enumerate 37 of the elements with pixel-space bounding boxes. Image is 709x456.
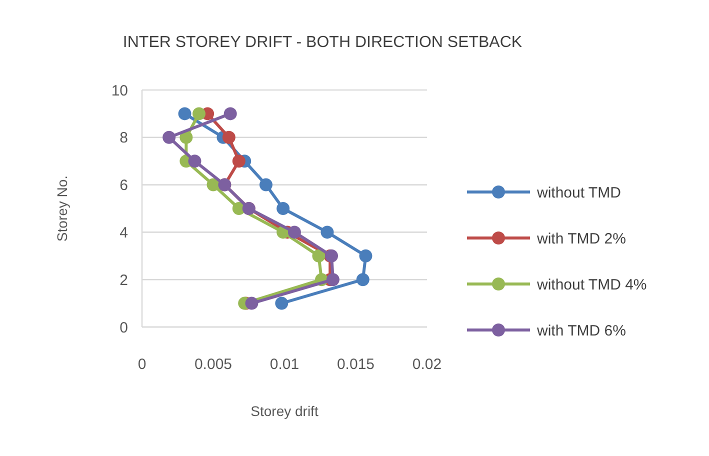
point: [288, 226, 301, 239]
legend-label: without TMD 4%: [536, 276, 647, 294]
point: [188, 154, 202, 168]
point: [312, 249, 326, 262]
legend-label: with TMD 6%: [536, 322, 626, 340]
point: [224, 107, 237, 120]
point: [320, 226, 334, 239]
point: [359, 249, 372, 262]
point: [356, 273, 370, 286]
legend-label: with TMD 2%: [536, 230, 626, 248]
point: [180, 130, 193, 144]
x-axis-title: Storey drift: [250, 403, 318, 419]
point: [178, 107, 192, 120]
x-tick-label: 0.005: [194, 356, 232, 373]
chart-title: INTER STOREY DRIFT - BOTH DIRECTION SETBACK: [122, 34, 522, 51]
x-tick-label: 0.02: [412, 356, 442, 373]
y-tick-label: 6: [120, 177, 128, 194]
x-tick-label: 0: [138, 356, 146, 373]
point: [326, 273, 340, 286]
y-tick-label: 2: [120, 272, 128, 289]
x-tick-label: 0.015: [336, 356, 375, 373]
y-tick-label: 8: [120, 130, 128, 147]
y-axis-title: Storey No.: [54, 175, 70, 242]
point: [222, 130, 236, 144]
point: [276, 202, 290, 215]
y-tick-label: 10: [111, 82, 128, 100]
y-tick-label: 0: [120, 319, 128, 336]
point: [275, 296, 288, 310]
x-tick-label: 0.01: [270, 356, 300, 373]
point: [245, 296, 258, 310]
y-tick-label: 4: [120, 224, 128, 242]
point: [192, 107, 206, 120]
point: [259, 178, 272, 192]
point: [206, 178, 220, 192]
point: [162, 130, 176, 144]
point: [232, 154, 246, 168]
legend-label: without TMD: [536, 184, 622, 202]
